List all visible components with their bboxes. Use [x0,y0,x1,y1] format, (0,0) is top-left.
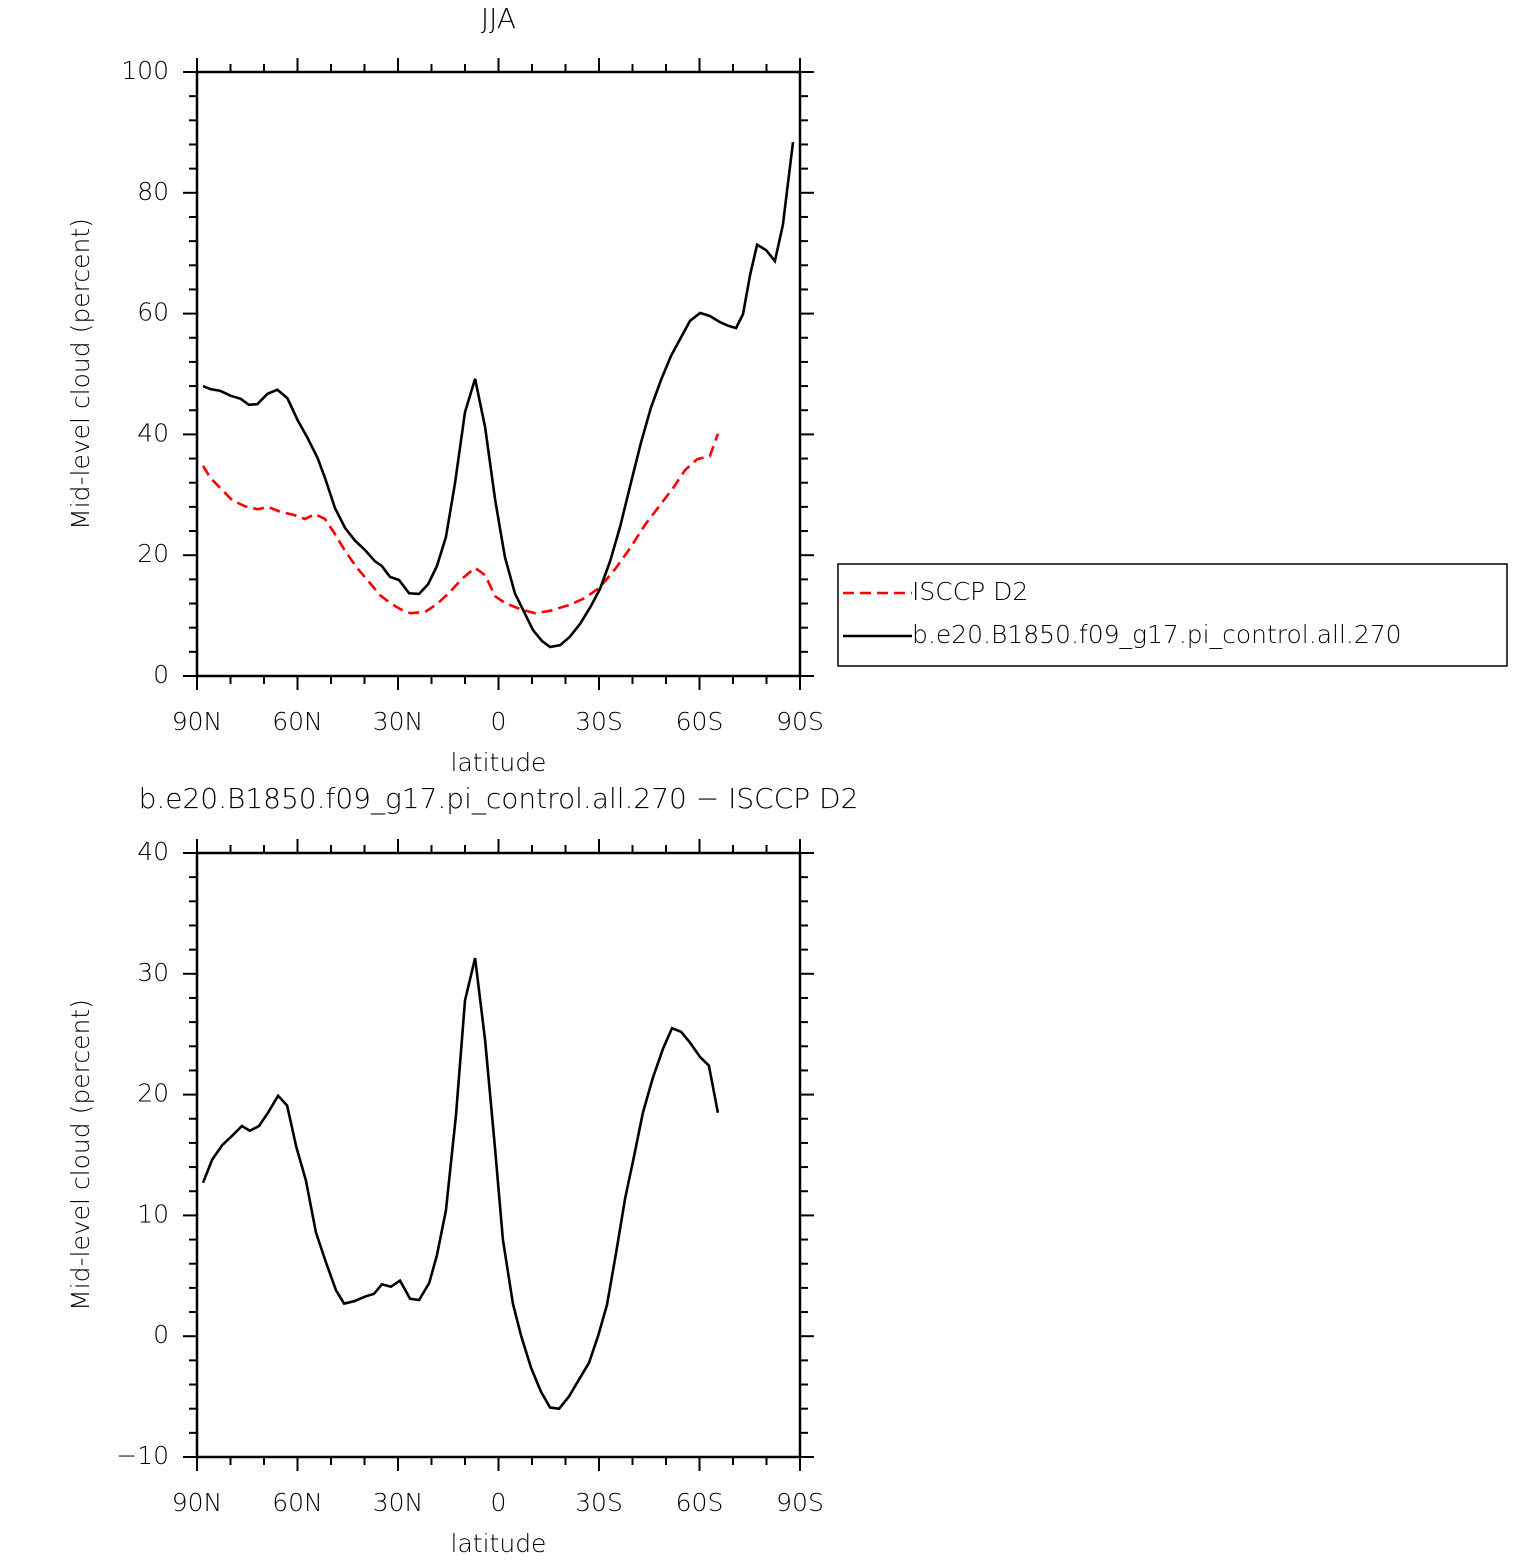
x-tick-label: 0 [491,707,507,736]
x-tick-label: 0 [491,1488,507,1517]
y-tick-label: 20 [137,539,169,568]
x-tick-label: 30N [373,707,424,736]
legend-label: ISCCP D2 [912,577,1028,606]
data-line [201,433,720,615]
chart-title: b.e20.B1850.f09_g17.pi_control.all.270 −… [139,782,859,816]
plot-frame [195,70,802,678]
x-axis-label: latitude [451,1529,547,1558]
y-tick-label: 60 [137,298,169,327]
x-tick-label: 60N [272,707,323,736]
x-tick-label: 30S [575,1488,623,1517]
plot-frame [195,851,802,1459]
y-tick-label: 100 [121,56,169,85]
y-tick-label: 0 [153,1320,169,1349]
y-tick-label: 10 [137,1199,169,1228]
data-line [202,141,795,649]
y-axis-label: Mid-level cloud (percent) [66,218,95,530]
x-tick-label: 60S [676,707,724,736]
x-axis-label: latitude [451,748,547,777]
y-tick-label: −10 [116,1441,169,1470]
y-tick-label: 80 [137,177,169,206]
y-tick-label: 20 [137,1079,169,1108]
data-line [201,957,720,1411]
y-tick-label: 40 [137,418,169,447]
x-tick-label: 90N [172,707,223,736]
x-tick-label: 90S [776,707,824,736]
chart-title: JJA [481,2,516,35]
y-axis-label: Mid-level cloud (percent) [66,999,95,1311]
x-tick-label: 60N [272,1488,323,1517]
x-tick-label: 90N [172,1488,223,1517]
x-tick-label: 90S [776,1488,824,1517]
y-tick-label: 0 [153,660,169,689]
y-tick-label: 40 [137,837,169,866]
x-tick-label: 60S [676,1488,724,1517]
legend-box [837,563,1508,667]
x-tick-label: 30N [373,1488,424,1517]
legend-label: b.e20.B1850.f09_g17.pi_control.all.270 [912,620,1402,649]
legend: ISCCP D2 b.e20.B1850.f09_g17.pi_control.a… [837,563,1508,667]
y-tick-label: 30 [137,958,169,987]
x-tick-label: 30S [575,707,623,736]
